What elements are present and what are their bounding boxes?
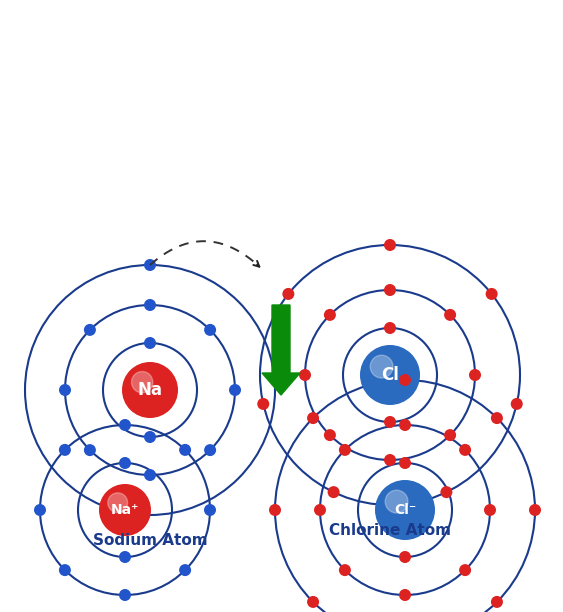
Circle shape	[486, 288, 498, 300]
Circle shape	[444, 309, 456, 321]
Circle shape	[459, 444, 471, 456]
Circle shape	[179, 564, 191, 576]
Circle shape	[84, 324, 96, 336]
Circle shape	[459, 564, 471, 576]
Circle shape	[384, 239, 396, 251]
Circle shape	[132, 371, 153, 393]
Circle shape	[399, 419, 411, 431]
Circle shape	[314, 504, 326, 516]
Circle shape	[119, 551, 131, 563]
Circle shape	[370, 355, 393, 378]
Circle shape	[119, 419, 131, 431]
Text: Na⁺: Na⁺	[111, 503, 139, 517]
Circle shape	[59, 384, 71, 396]
Text: Cl⁻: Cl⁻	[394, 503, 416, 517]
Circle shape	[484, 504, 496, 516]
Circle shape	[204, 444, 216, 456]
Circle shape	[339, 564, 351, 576]
Circle shape	[269, 504, 281, 516]
Circle shape	[384, 322, 396, 334]
Circle shape	[307, 596, 319, 608]
Text: Na: Na	[137, 381, 163, 399]
Circle shape	[399, 457, 411, 469]
Circle shape	[491, 412, 503, 424]
Circle shape	[384, 284, 396, 296]
Circle shape	[144, 299, 156, 311]
Circle shape	[399, 589, 411, 601]
Circle shape	[59, 444, 71, 456]
Circle shape	[122, 362, 178, 418]
Circle shape	[84, 444, 96, 456]
Circle shape	[204, 324, 216, 336]
Circle shape	[491, 596, 503, 608]
Circle shape	[440, 486, 453, 498]
Circle shape	[385, 490, 408, 513]
Circle shape	[99, 484, 151, 536]
Circle shape	[360, 345, 420, 405]
Circle shape	[144, 469, 156, 481]
Text: Sodium Atom: Sodium Atom	[93, 533, 207, 548]
Circle shape	[375, 480, 435, 540]
Circle shape	[229, 384, 241, 396]
Circle shape	[299, 369, 311, 381]
Circle shape	[444, 429, 456, 441]
Circle shape	[384, 416, 396, 428]
Circle shape	[324, 429, 336, 441]
Text: Chlorine Atom: Chlorine Atom	[329, 523, 451, 538]
Circle shape	[119, 457, 131, 469]
Circle shape	[339, 444, 351, 456]
Circle shape	[511, 398, 522, 410]
Circle shape	[34, 504, 46, 516]
Circle shape	[328, 486, 339, 498]
Circle shape	[257, 398, 269, 410]
Text: Cl: Cl	[381, 366, 399, 384]
FancyArrow shape	[262, 305, 300, 395]
Circle shape	[399, 551, 411, 563]
Circle shape	[399, 374, 411, 386]
Circle shape	[179, 444, 191, 456]
Circle shape	[59, 564, 71, 576]
Circle shape	[469, 369, 481, 381]
Circle shape	[324, 309, 336, 321]
Circle shape	[144, 431, 156, 443]
Circle shape	[144, 337, 156, 349]
Circle shape	[307, 412, 319, 424]
Circle shape	[108, 493, 128, 513]
Circle shape	[204, 504, 216, 516]
Circle shape	[283, 288, 294, 300]
Circle shape	[144, 259, 156, 271]
Circle shape	[384, 454, 396, 466]
Circle shape	[529, 504, 541, 516]
Circle shape	[119, 589, 131, 601]
